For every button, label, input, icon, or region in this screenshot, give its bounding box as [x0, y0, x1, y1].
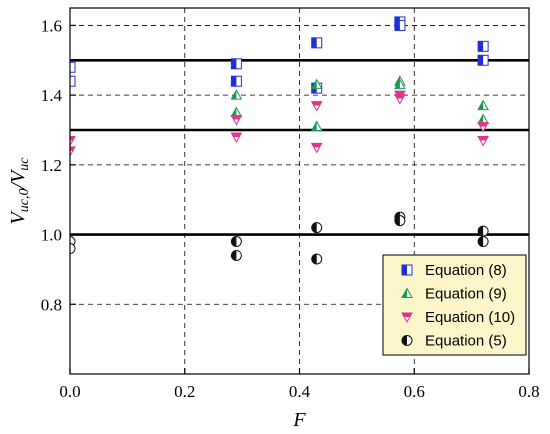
- data-point-series-4: [230, 236, 242, 248]
- data-point-series-4: [477, 225, 489, 237]
- x-tick-label: 0.2: [174, 382, 195, 401]
- data-point-series-4: [311, 253, 323, 265]
- y-axis-title-part: uc,0: [17, 189, 32, 213]
- y-axis-title-part: uc: [17, 157, 32, 171]
- x-tick-label: 0.8: [518, 382, 539, 401]
- data-point-series-1: [477, 54, 489, 66]
- x-tick-label: 0.4: [289, 382, 311, 401]
- y-tick-label: 1.6: [41, 16, 62, 35]
- x-axis-title: F: [292, 409, 306, 431]
- data-point-series-3: [230, 115, 243, 126]
- data-point-series-4: [311, 222, 323, 234]
- x-axis-ticks: 0.0 0.2 0.4 0.6 0.8: [59, 368, 540, 401]
- y-axis-title: Vuc,0/Vuc: [7, 157, 32, 225]
- data-point-series-1: [311, 37, 323, 49]
- legend-item: Equation (10): [401, 309, 515, 326]
- legend-label: Equation (9): [425, 286, 507, 303]
- legend-marker: [401, 264, 413, 276]
- legend-marker: [401, 287, 413, 298]
- data-point-series-2: [230, 89, 243, 100]
- legend-label: Equation (8): [425, 262, 507, 279]
- legend-marker: [401, 312, 413, 324]
- data-point-series-1: [477, 40, 489, 52]
- data-point-series-4: [394, 215, 406, 227]
- y-axis-ticks: 0.8 1.0 1.2 1.4 1.6: [41, 16, 76, 314]
- legend: Equation (8) Equation (9) Equation (10) Equ…: [382, 254, 527, 356]
- x-tick-label: 0.6: [404, 382, 425, 401]
- data-point-series-3: [477, 135, 489, 147]
- data-point-series-1: [394, 19, 406, 31]
- legend-item: Equation (5): [401, 333, 507, 350]
- y-axis-title-part: V: [7, 209, 29, 224]
- data-point-series-3: [70, 146, 76, 157]
- data-point-series-3: [310, 142, 323, 154]
- data-point-series-4: [477, 236, 489, 248]
- data-point-series-2: [394, 78, 406, 90]
- legend-item: Equation (8): [401, 262, 507, 279]
- data-point-series-1: [230, 58, 242, 70]
- legend-marker: [401, 335, 413, 346]
- y-tick-label: 1.0: [41, 226, 62, 245]
- y-axis-title-part: /: [7, 181, 29, 190]
- data-point-series-3: [394, 94, 406, 105]
- reference-lines: [70, 58, 529, 236]
- y-tick-label: 1.4: [41, 86, 63, 105]
- legend-label: Equation (10): [425, 309, 515, 326]
- data-point-series-1: [70, 75, 76, 87]
- data-point-series-3: [230, 132, 243, 144]
- data-point-series-3: [310, 101, 323, 112]
- y-tick-label: 0.8: [41, 295, 62, 314]
- data-point-series-1: [230, 75, 242, 87]
- data-point-series-2: [310, 78, 323, 90]
- data-point-series-4: [230, 249, 242, 261]
- data-point-series-3: [70, 135, 76, 147]
- data-point-series-1: [70, 61, 76, 73]
- legend-item: Equation (9): [401, 286, 507, 303]
- legend-label: Equation (5): [425, 333, 507, 350]
- x-tick-label: 0.0: [59, 382, 80, 401]
- y-axis-title-part: V: [7, 168, 29, 183]
- y-tick-label: 1.2: [41, 156, 62, 175]
- data-point-series-2: [477, 99, 489, 111]
- data-points: [70, 16, 489, 265]
- data-point-series-2: [310, 120, 323, 132]
- data-point-series-3: [477, 122, 489, 133]
- data-point-series-4: [70, 243, 76, 255]
